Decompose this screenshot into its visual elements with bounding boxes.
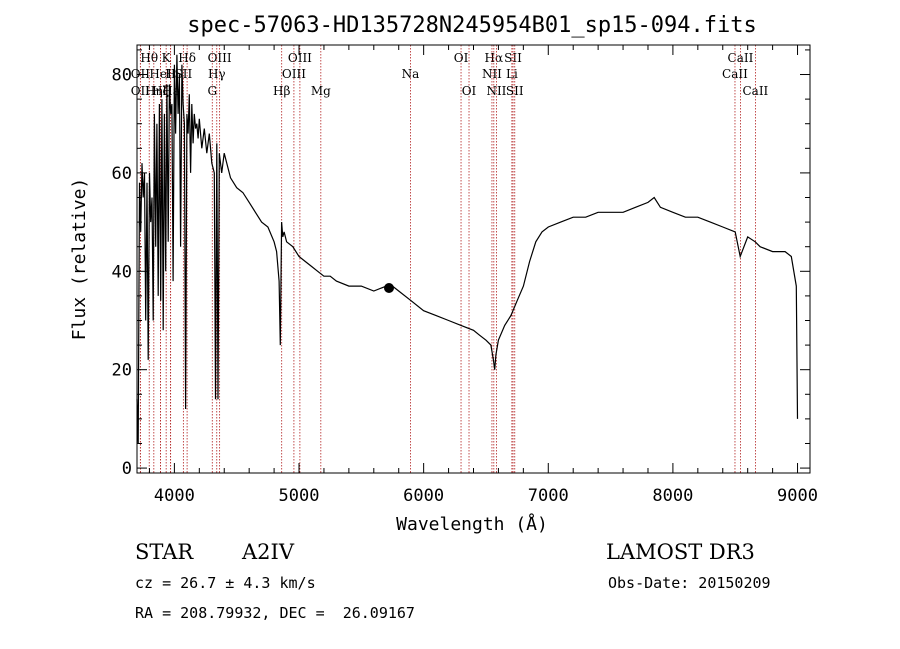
survey-name: LAMOST DR3 xyxy=(606,540,755,564)
line-label-15: OIII xyxy=(288,51,312,65)
y-tick-label: 40 xyxy=(112,262,132,282)
line-label-18: Na xyxy=(402,67,420,81)
y-axis-ticks: 0 20 40 60 80 xyxy=(112,49,810,479)
y-axis-label: Flux (relative) xyxy=(69,178,90,341)
line-label-12: Hγ xyxy=(208,67,226,81)
line-label-1: OII xyxy=(131,67,151,81)
x-tick-label: 8000 xyxy=(652,486,693,506)
line-label-22: NII xyxy=(482,67,502,81)
line-label-10: Hδ xyxy=(178,51,196,65)
line-label-21: Hα xyxy=(485,51,504,65)
x-tick-label: 9000 xyxy=(777,486,818,506)
bad-pixel-dot xyxy=(384,283,394,293)
line-label-28: CaII xyxy=(722,67,748,81)
flux-series xyxy=(136,54,799,444)
line-label-14: Hβ xyxy=(273,84,290,98)
object-type: STAR xyxy=(135,540,194,564)
plot-frame xyxy=(136,44,811,474)
x-tick-label: 4000 xyxy=(154,486,195,506)
x-tick-label: 5000 xyxy=(279,486,320,506)
flux-line-0 xyxy=(136,54,799,444)
line-label-17: Mg xyxy=(311,84,331,98)
line-label-2: OII xyxy=(131,84,151,98)
y-tick-label: 60 xyxy=(112,164,132,184)
line-label-7: H xyxy=(165,67,175,81)
y-tick-label: 80 xyxy=(112,66,132,86)
line-label-27: CaII xyxy=(728,51,754,65)
redshift-text: cz = 26.7 ± 4.3 km/s xyxy=(135,574,316,592)
x-tick-label: 6000 xyxy=(403,486,444,506)
line-label-26: SII xyxy=(506,84,524,98)
x-tick-label: 7000 xyxy=(528,486,569,506)
line-label-24: SII xyxy=(504,51,522,65)
x-axis-label: Wavelength (Å) xyxy=(396,513,548,535)
line-label-29: CaII xyxy=(742,84,768,98)
line-label-6: K xyxy=(162,51,172,65)
obs-date-text: Obs-Date: 20150209 xyxy=(608,574,771,592)
object-subclass: A2IV xyxy=(242,540,294,564)
line-label-16: OIII xyxy=(282,67,306,81)
line-label-19: OI xyxy=(454,51,469,65)
coordinates-text: RA = 208.79932, DEC = 26.09167 xyxy=(135,604,415,622)
line-label-11: OIII xyxy=(208,51,232,65)
chart-title: spec-57063-HD135728N245954B01_sp15-094.f… xyxy=(187,13,757,38)
y-tick-label: 20 xyxy=(112,361,132,381)
line-label-23: NII xyxy=(486,84,506,98)
line-label-13: G xyxy=(207,84,217,98)
line-label-20: OI xyxy=(462,84,477,98)
x-axis-ticks: 4000 5000 6000 7000 8000 9000 xyxy=(148,45,818,506)
line-label-25: Li xyxy=(506,67,518,81)
line-label-0: Hθ xyxy=(140,51,158,65)
y-tick-label: 0 xyxy=(122,459,132,479)
line-label-3: Hη xyxy=(145,84,163,98)
